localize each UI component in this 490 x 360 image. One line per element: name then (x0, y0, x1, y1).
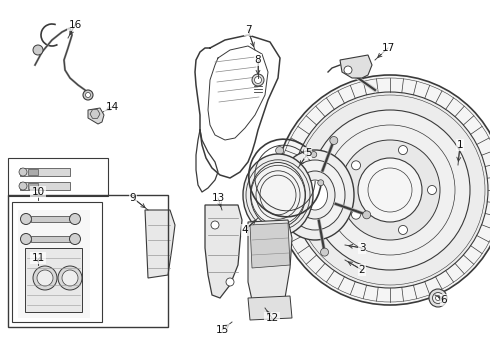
Ellipse shape (276, 150, 354, 240)
Circle shape (85, 93, 91, 98)
Circle shape (19, 182, 27, 190)
Circle shape (211, 221, 219, 229)
Circle shape (429, 289, 447, 307)
Circle shape (330, 136, 338, 144)
Circle shape (21, 234, 31, 244)
Circle shape (358, 158, 422, 222)
Polygon shape (31, 216, 75, 222)
Polygon shape (250, 223, 290, 268)
Circle shape (276, 147, 284, 154)
Circle shape (433, 292, 443, 303)
Polygon shape (31, 236, 75, 242)
Circle shape (70, 213, 80, 225)
Polygon shape (28, 169, 38, 175)
Circle shape (311, 152, 317, 158)
Circle shape (254, 77, 262, 84)
Text: 4: 4 (242, 225, 248, 235)
Polygon shape (88, 108, 104, 124)
Polygon shape (248, 296, 292, 320)
Circle shape (21, 213, 31, 225)
Text: 13: 13 (211, 193, 224, 203)
Text: 9: 9 (130, 193, 136, 203)
Text: 15: 15 (216, 325, 229, 335)
Text: 6: 6 (441, 295, 447, 305)
Bar (8, 195, 168, 327)
Polygon shape (145, 210, 175, 278)
Bar (8, 158, 108, 196)
Circle shape (340, 140, 440, 240)
Circle shape (310, 110, 470, 270)
Polygon shape (248, 220, 292, 300)
Text: 3: 3 (359, 243, 366, 253)
Circle shape (33, 266, 57, 290)
Circle shape (351, 161, 361, 170)
Circle shape (83, 90, 93, 100)
Circle shape (58, 266, 82, 290)
Text: 12: 12 (266, 313, 279, 323)
Text: 5: 5 (305, 148, 311, 158)
Circle shape (292, 92, 488, 288)
Circle shape (427, 185, 437, 194)
Ellipse shape (243, 154, 313, 236)
Bar (12, 202, 102, 322)
Polygon shape (20, 182, 70, 190)
Text: 14: 14 (105, 102, 119, 112)
Circle shape (33, 45, 43, 55)
Ellipse shape (295, 171, 335, 219)
Circle shape (261, 216, 269, 224)
Polygon shape (340, 55, 372, 78)
Circle shape (70, 234, 80, 244)
Text: 17: 17 (381, 43, 394, 53)
Circle shape (19, 168, 27, 176)
Circle shape (351, 210, 361, 219)
Circle shape (398, 145, 408, 154)
Circle shape (275, 75, 490, 305)
Circle shape (226, 278, 234, 286)
Circle shape (398, 225, 408, 234)
Text: 2: 2 (359, 265, 366, 275)
Circle shape (62, 270, 78, 286)
Polygon shape (25, 248, 82, 312)
Text: 1: 1 (457, 140, 464, 150)
Polygon shape (205, 205, 242, 298)
Polygon shape (18, 210, 90, 318)
Ellipse shape (250, 162, 305, 228)
Text: 16: 16 (69, 20, 82, 30)
Polygon shape (20, 168, 70, 176)
Polygon shape (28, 183, 38, 189)
Text: 7: 7 (245, 25, 251, 35)
Polygon shape (90, 110, 100, 118)
Circle shape (320, 248, 329, 256)
Circle shape (252, 74, 264, 86)
Circle shape (318, 180, 324, 186)
Circle shape (344, 66, 352, 74)
Circle shape (436, 296, 441, 301)
Text: 10: 10 (31, 187, 45, 197)
Text: 11: 11 (31, 253, 45, 263)
Text: 8: 8 (255, 55, 261, 65)
Circle shape (363, 211, 370, 219)
Ellipse shape (302, 180, 327, 210)
Circle shape (37, 270, 53, 286)
Ellipse shape (285, 160, 345, 230)
